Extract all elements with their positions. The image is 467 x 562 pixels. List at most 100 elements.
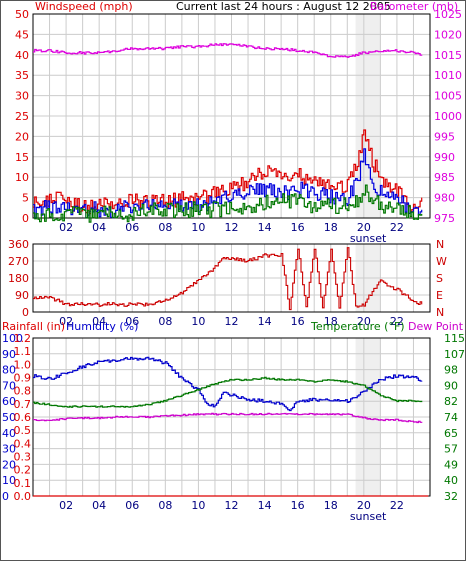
barometer-tick-label: 1015: [434, 49, 462, 62]
winddir-x-tick-label: 22: [390, 315, 404, 328]
wind-x-tick-label: 12: [225, 221, 239, 234]
barometer-tick-label: 990: [434, 151, 455, 164]
windspeed-tick-label: 40: [15, 49, 29, 62]
wind-barometer-panel: 0510152025303540455097598098599099510001…: [15, 8, 462, 245]
temperature-tick-label: 49: [444, 458, 458, 471]
barometer-tick-label: 1005: [434, 90, 462, 103]
wind-x-tick-label: 02: [59, 221, 73, 234]
temp-x-tick-label: 08: [158, 499, 172, 512]
rainfall-tick-label: 0.5: [14, 424, 32, 437]
windspeed-tick-label: 30: [15, 90, 29, 103]
barometer-tick-label: 995: [434, 130, 455, 143]
wind-x-tick-label: 16: [291, 221, 305, 234]
temp-x-tick-label: 22: [390, 499, 404, 512]
winddir-tick-label: 360: [8, 238, 29, 251]
windspeed-tick-label: 0: [22, 212, 29, 225]
wind-x-tick-label: 14: [258, 221, 272, 234]
rainfall-tick-label: 0.6: [14, 411, 32, 424]
rainfall-tick-label: 1.1: [14, 345, 32, 358]
barometer-tick-label: 1000: [434, 110, 462, 123]
temp-x-tick-label: 04: [92, 499, 106, 512]
windspeed-tick-label: 15: [15, 151, 29, 164]
wind-speed-line: [33, 148, 423, 219]
humidity-tick-label: 30: [2, 443, 16, 456]
temperature-tick-label: 74: [444, 411, 458, 424]
wind-x-tick-label: 20: [357, 221, 371, 234]
temperature-humidity-panel: 0 10 20 30 40 50 60 70 80 90 100 0.00.10.20.30.40.5…: [2, 332, 465, 523]
compass-tick-label: W: [436, 255, 447, 268]
humidity-tick-label: 50: [2, 411, 16, 424]
compass-tick-label: E: [436, 289, 443, 302]
barometer-tick-label: 1025: [434, 8, 462, 21]
windspeed-tick-label: 25: [15, 110, 29, 123]
barometer-tick-label: 980: [434, 192, 455, 205]
winddir-tick-label: 90: [15, 289, 29, 302]
wind-x-tick-label: 08: [158, 221, 172, 234]
winddir-plot-frame: [32, 243, 431, 313]
chart-title: Current last 24 hours : August 12 2005: [176, 0, 391, 13]
humidity-tick-label: 0: [2, 490, 9, 503]
rainfall-tick-label: 0.9: [14, 372, 32, 385]
barometer-tick-label: 975: [434, 212, 455, 225]
temp-x-tick-label: 12: [225, 499, 239, 512]
temp-x-tick-label: 20: [357, 499, 371, 512]
temperature-tick-label: 107: [444, 348, 465, 361]
wind-x-tick-label: 04: [92, 221, 106, 234]
wind-x-tick-label: 10: [191, 221, 205, 234]
rainfall-tick-label: 1.2: [14, 332, 32, 345]
wind-x-tick-label: 06: [125, 221, 139, 234]
temperature-tick-label: 32: [444, 490, 458, 503]
temperature-tick-label: 40: [444, 474, 458, 487]
rainfall-axis-label: Rainfall (in): [2, 320, 65, 333]
temp-x-tick-label: 06: [125, 499, 139, 512]
humidity-tick-label: 40: [2, 427, 16, 440]
temperature-tick-label: 65: [444, 427, 458, 440]
winddir-tick-label: 270: [8, 255, 29, 268]
humidity-tick-label: 10: [2, 474, 16, 487]
rainfall-tick-label: 0.2: [14, 464, 32, 477]
wind-plot-frame: [32, 13, 431, 219]
wind-average-line: [33, 184, 423, 223]
temp-x-tick-label: 10: [191, 499, 205, 512]
barometer-axis-label: Barometer (mb): [370, 0, 458, 13]
windspeed-tick-label: 10: [15, 171, 29, 184]
humidity-tick-label: 90: [2, 348, 16, 361]
windspeed-axis-label: Windspeed (mph): [35, 0, 133, 13]
temperature-tick-label: 98: [444, 364, 458, 377]
winddir-x-tick-label: 18: [324, 315, 338, 328]
dewpoint-line: [33, 412, 423, 424]
winddir-x-tick-label: 10: [191, 315, 205, 328]
rainfall-tick-label: 0.4: [14, 437, 32, 450]
humidity-line: [33, 356, 423, 412]
rainfall-tick-label: 0.7: [14, 398, 32, 411]
dewpoint-axis-label: Dew Point: [408, 320, 464, 333]
wind-x-tick-label: 22: [390, 221, 404, 234]
temp-x-tick-label: 02: [59, 499, 73, 512]
winddir-x-tick-label: 16: [291, 315, 305, 328]
humidity-axis-label: Humidity (%): [66, 320, 138, 333]
wind-direction-line: [33, 247, 423, 311]
humidity-tick-label: 70: [2, 379, 16, 392]
compass-tick-label: N: [436, 238, 444, 251]
winddir-x-tick-label: 20: [357, 315, 371, 328]
barometer-tick-label: 1020: [434, 28, 462, 41]
winddir-x-tick-label: 04: [92, 315, 106, 328]
winddir-x-tick-label: 08: [158, 315, 172, 328]
temperature-line: [33, 376, 423, 408]
windspeed-tick-label: 45: [15, 28, 29, 41]
temp-x-tick-label: 14: [258, 499, 272, 512]
windspeed-tick-label: 20: [15, 130, 29, 143]
rainfall-tick-label: 1.0: [14, 358, 32, 371]
temperature-axis-label: Temperature (°F): [310, 320, 405, 333]
barometer-tick-label: 985: [434, 171, 455, 184]
sunset-label: sunset: [350, 232, 387, 245]
temp-x-tick-label: 18: [324, 499, 338, 512]
rainfall-tick-label: 0.0: [14, 490, 32, 503]
barometer-line: [33, 43, 423, 58]
barometer-tick-label: 1010: [434, 69, 462, 82]
humidity-tick-label: 100: [2, 332, 23, 345]
winddir-tick-label: 0: [22, 306, 29, 319]
